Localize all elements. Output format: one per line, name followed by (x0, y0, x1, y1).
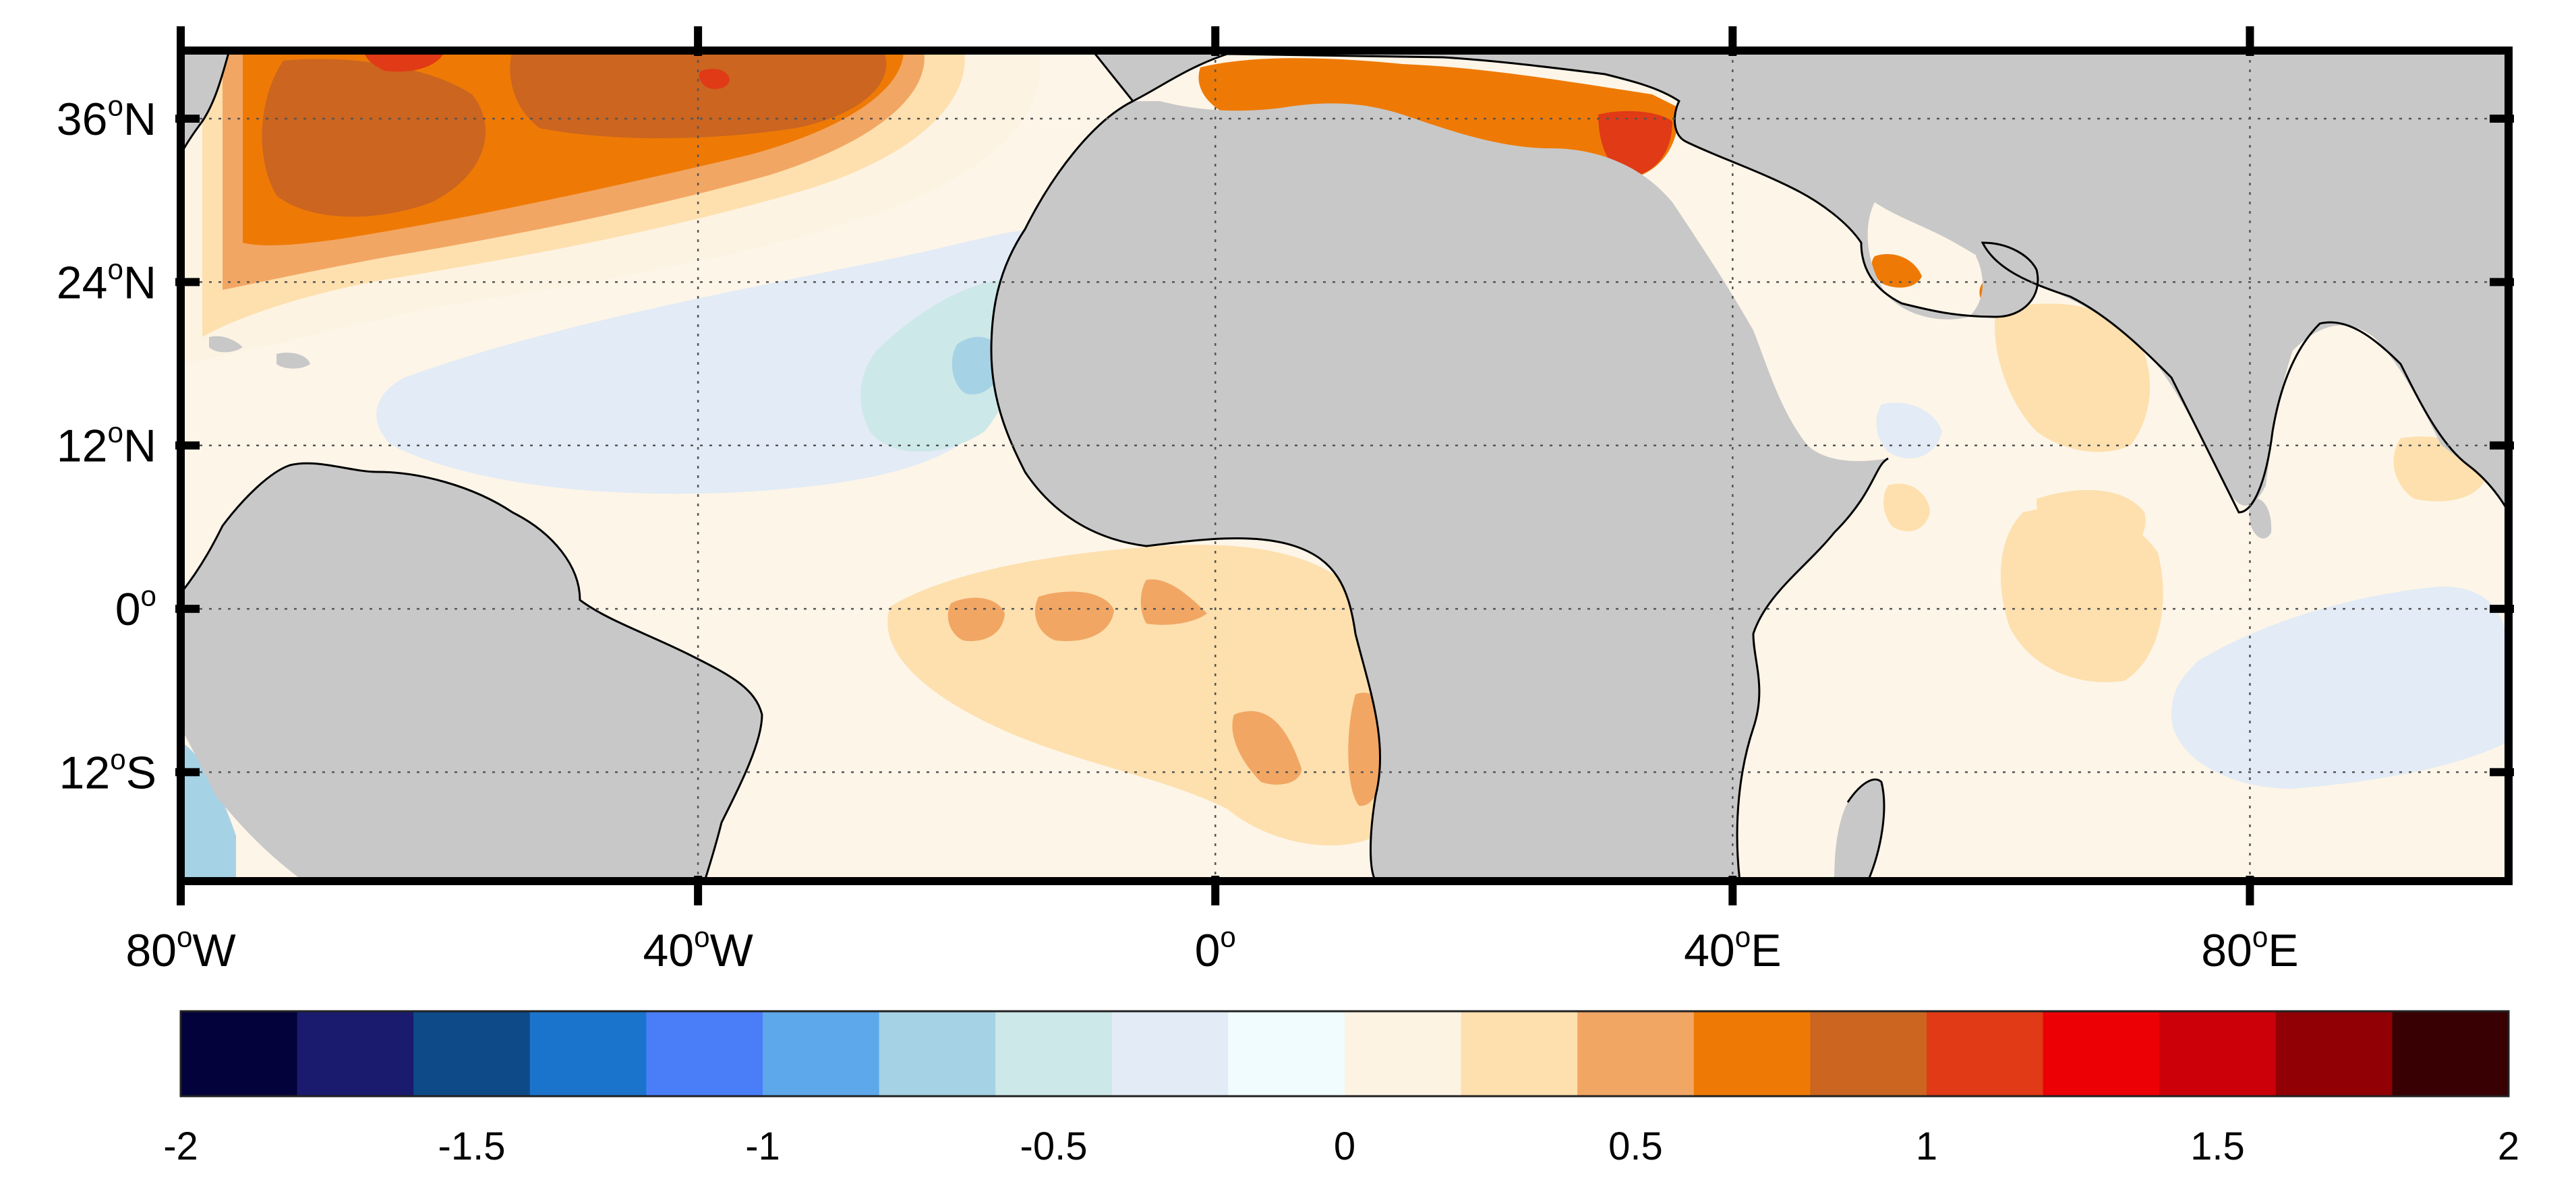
coastline-layer (181, 51, 2509, 881)
anomaly-region-mediterranean-warm (1598, 111, 1672, 177)
colorbar-swatch (2043, 1011, 2160, 1096)
colorbar-tick-label: 1 (1916, 1124, 1937, 1168)
anomaly-region-mediterranean-warm (1871, 253, 1922, 288)
colorbar-swatch (1810, 1011, 1927, 1096)
coastline (990, 100, 1382, 881)
colorbar-tick-label: -1 (745, 1124, 780, 1168)
lat-tick-label: 36oN (57, 90, 156, 145)
lat-tick-label: 24oN (57, 253, 156, 309)
anomaly-region-equatorial-atlantic-warm (1140, 579, 1207, 625)
colorbar-swatch (1111, 1011, 1229, 1096)
colorbar-swatch (181, 1011, 298, 1096)
map-area (181, 51, 2509, 881)
island-land (1861, 61, 1908, 88)
colorbar-swatch (413, 1011, 531, 1096)
colorbar-tick-label: -2 (163, 1124, 198, 1168)
anomaly-region-north-atlantic-warm (510, 51, 887, 138)
anomaly-region-equatorial-atlantic-warm (947, 597, 1005, 641)
colorbar-tick-label: 0 (1334, 1124, 1355, 1168)
colorbar-tick-label: 2 (2498, 1124, 2519, 1168)
anomaly-region-indian-ocean-warm (1883, 483, 1930, 532)
anomaly-region-subtropical-cool (181, 742, 236, 881)
anomaly-region-indian-ocean-cool (1876, 402, 1942, 458)
colorbar-swatches (181, 1011, 2509, 1096)
caribbean-island-land (209, 336, 243, 353)
lat-tick-label: 12oS (59, 744, 156, 799)
y-axis-labels: 36oN 24oN 12oN 0o 12oS (57, 90, 156, 798)
coastline (1846, 778, 1885, 881)
colorbar-tick-label: 1.5 (2190, 1124, 2245, 1168)
axis-ticks (175, 26, 2514, 905)
anomaly-region-north-atlantic-warm (262, 59, 486, 217)
anomaly-layer (181, 51, 2509, 881)
colorbar-swatch (763, 1011, 880, 1096)
anomaly-region-indian-ocean-warm (1995, 303, 2150, 452)
lat-tick-label: 0o (115, 580, 156, 636)
colorbar-swatch (529, 1011, 647, 1096)
grid-lines (181, 51, 2509, 881)
colorbar-swatch (1577, 1011, 1695, 1096)
anomaly-region-subtropical-cool (860, 279, 1030, 452)
colorbar-tick-labels: -2 -1.5 -1 -0.5 0 0.5 1 1.5 2 (163, 1124, 2519, 1168)
anomaly-region-north-atlantic-warm (699, 69, 730, 90)
south-america-land (181, 463, 762, 881)
colorbar-tick-label: 0.5 (1608, 1124, 1663, 1168)
colorbar-swatch (1927, 1011, 2044, 1096)
lon-tick-label: 80oW (125, 921, 235, 976)
coastline (1091, 51, 2509, 514)
anomaly-region-subtropical-cool (952, 336, 1002, 395)
coastline (181, 51, 231, 156)
lon-tick-label: 40oE (1684, 921, 1781, 976)
caribbean-island-land (276, 353, 310, 369)
lon-tick-label: 80oE (2201, 921, 2298, 976)
colorbar-swatch (2159, 1011, 2277, 1096)
coastline (1736, 457, 1889, 881)
colorbar-frame (179, 1010, 2510, 1098)
north-america-land (181, 51, 229, 155)
colorbar-swatch (1345, 1011, 1462, 1096)
coastline (181, 462, 763, 881)
colorbar-swatch (2392, 1011, 2509, 1096)
anomaly-region-equatorial-atlantic-warm (1232, 711, 1301, 785)
colorbar-swatch (1461, 1011, 1578, 1096)
colorbar-swatch (297, 1011, 414, 1096)
sri-lanka-land (2249, 498, 2272, 539)
anomaly-region-indian-ocean-warm (2000, 507, 2163, 682)
island-land (1629, 619, 1659, 648)
colorbar-tick-label: -0.5 (1020, 1124, 1088, 1168)
anomaly-region-indian-ocean-cool (2171, 587, 2509, 789)
colorbar-swatch (1693, 1011, 1811, 1096)
colorbar-swatch (2275, 1011, 2393, 1096)
eurasia-land (1092, 51, 2509, 512)
colorbar-swatch (1228, 1011, 1345, 1096)
lon-tick-label: 0o (1195, 921, 1236, 976)
anomaly-region-north-atlantic-warm (364, 51, 445, 72)
colorbar-swatch (995, 1011, 1113, 1096)
x-axis-labels: 80oW 40oW 0o 40oE 80oE (125, 921, 2298, 976)
lon-tick-label: 40oW (643, 921, 753, 976)
map-frame (177, 47, 2513, 885)
colorbar-tick-label: -1.5 (438, 1124, 506, 1168)
map-panel: 36oN 24oN 12oN 0o 12oS 80oW 40oW 0o 40oE 80oE (57, 26, 2514, 976)
island-land (1389, 429, 1411, 449)
colorbar-swatch (646, 1011, 763, 1096)
lat-tick-label: 12oN (57, 417, 156, 472)
anomaly-region-equatorial-atlantic-warm (1034, 591, 1114, 641)
colorbar-swatch (879, 1011, 996, 1096)
madagascar-land (1834, 779, 1884, 881)
